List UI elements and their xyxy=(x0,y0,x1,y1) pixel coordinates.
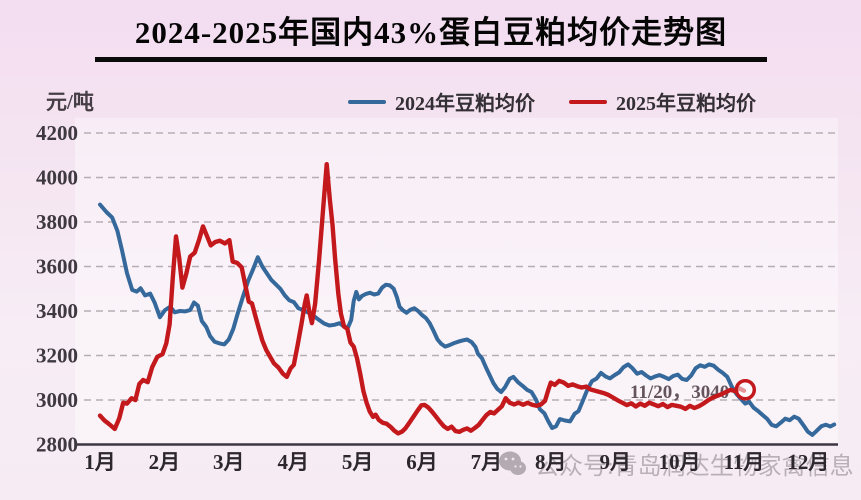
annotation-11-20-3040: 11/20，3040 xyxy=(630,382,729,403)
y-tick-label-3800: 3800 xyxy=(36,210,78,234)
series-line-2024 xyxy=(98,202,837,437)
x-axis-label-5: 5月 xyxy=(342,450,374,474)
x-axis-label-8: 8月 xyxy=(535,450,567,474)
x-axis-label-4: 4月 xyxy=(277,450,309,474)
x-axis-label-7: 7月 xyxy=(471,450,503,474)
watermark: 公众号:青岛润达生物家禽信息 xyxy=(497,446,854,481)
y-tick-label-3600: 3600 xyxy=(36,255,78,279)
plot-area xyxy=(75,118,838,445)
wechat-icon xyxy=(497,449,527,479)
x-axis-label-12: 12月 xyxy=(787,450,829,474)
x-axis-label-9: 9月 xyxy=(599,450,631,474)
x-axis-label-1: 1月 xyxy=(84,450,116,474)
y-tick-label-4000: 4000 xyxy=(36,166,78,190)
x-axis-label-10: 10月 xyxy=(659,450,701,474)
y-tick-label-4200: 4200 xyxy=(36,121,78,145)
y-tick-label-3200: 3200 xyxy=(36,344,78,368)
legend-swatch-2024-blue-line xyxy=(348,99,386,104)
legend-item-2025: 2025年豆粕均价 xyxy=(569,87,756,116)
y-tick-label-3400: 3400 xyxy=(36,299,78,323)
y-axis-unit-label: 元/吨 xyxy=(46,90,94,114)
legend-label-2024: 2024年豆粕均价 xyxy=(395,93,535,115)
series-end-marker-circle xyxy=(734,379,757,401)
y-tick-label-2800: 2800 xyxy=(36,433,78,457)
x-axis-label-6: 6月 xyxy=(406,450,438,474)
series-line-2025 xyxy=(97,161,747,436)
x-axis-label-3: 3月 xyxy=(213,450,245,474)
legend-item-2024: 2024年豆粕均价 xyxy=(348,87,535,116)
page-title: 2024-2025年国内43%蛋白豆粕均价走势图 xyxy=(95,7,767,62)
legend: 2024年豆粕均价 2025年豆粕均价 xyxy=(348,87,756,116)
x-axis-label-2: 2月 xyxy=(149,450,181,474)
y-tick-label-3000: 3000 xyxy=(36,388,78,412)
watermark-text: 公众号:青岛润达生物家禽信息 xyxy=(535,454,854,480)
legend-swatch-2025-red-line xyxy=(569,99,607,104)
x-axis-label-11: 11月 xyxy=(724,450,765,474)
legend-label-2025: 2025年豆粕均价 xyxy=(616,93,756,115)
